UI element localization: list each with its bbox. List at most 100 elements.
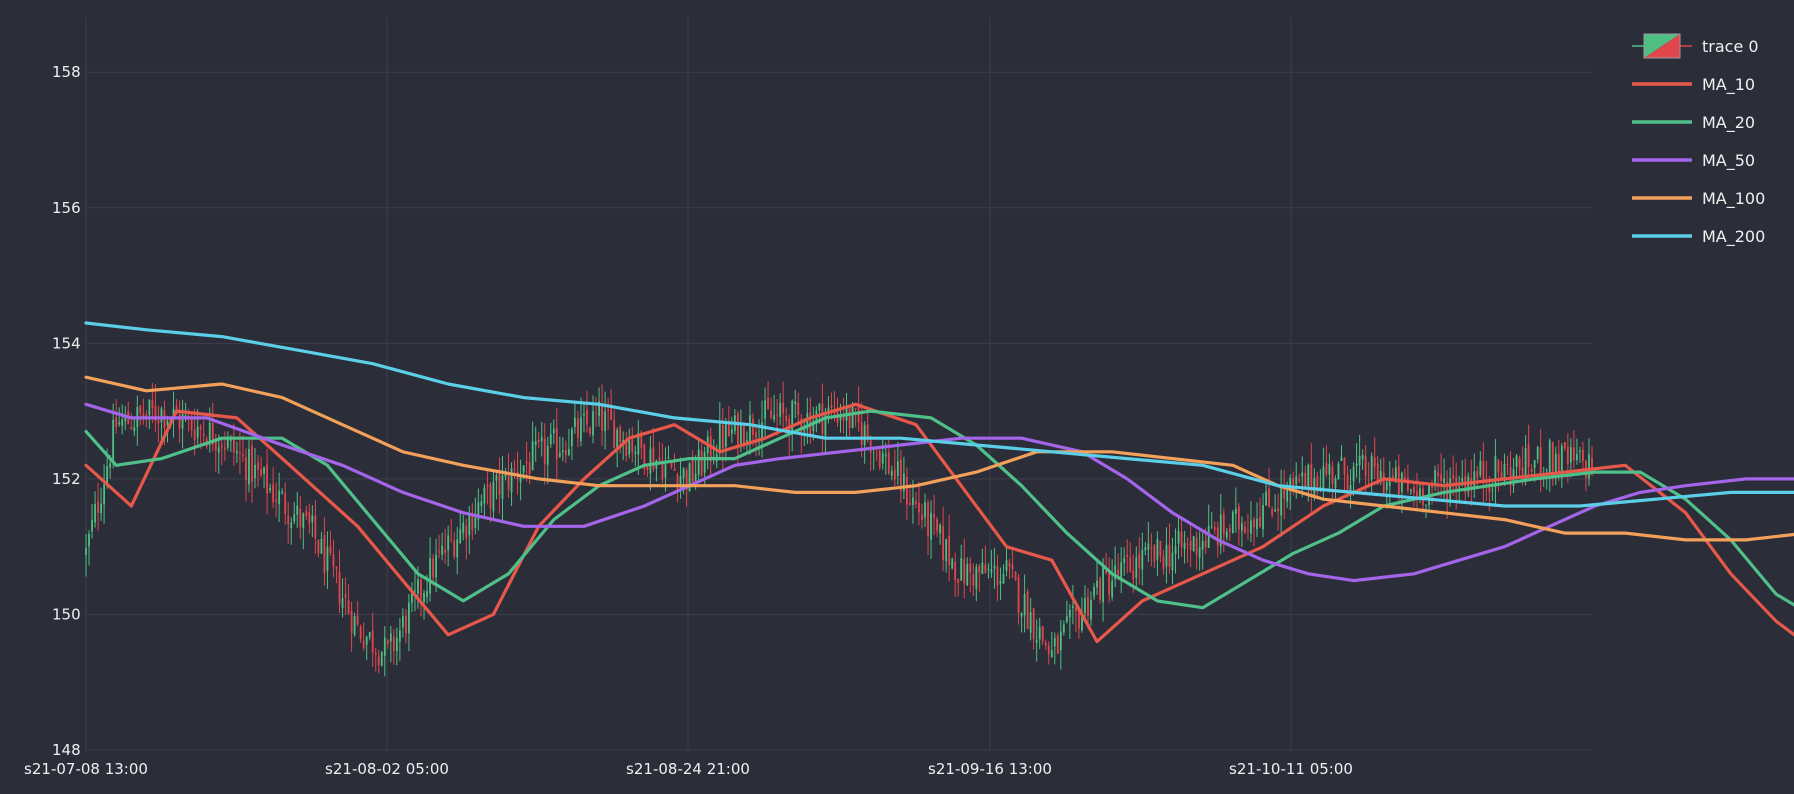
candle-body [978, 566, 980, 573]
candle-body [511, 468, 513, 492]
candle-body [1507, 464, 1509, 465]
candle-body [737, 413, 739, 447]
candle-body [1163, 556, 1165, 569]
candle-body [692, 460, 694, 482]
candle-body [423, 593, 425, 602]
candle-body [722, 425, 724, 448]
candle-body [610, 409, 612, 421]
candle-body [1362, 455, 1364, 459]
candle-body [233, 439, 235, 452]
candle-body [818, 404, 820, 411]
candle-body [1096, 581, 1098, 587]
candle-body [1549, 440, 1551, 473]
candle [879, 449, 881, 470]
candle-body [1498, 460, 1500, 473]
candle-body [997, 566, 999, 585]
y-tick-label: 150 [52, 605, 81, 623]
candle-body [1582, 450, 1584, 461]
candle-body [698, 450, 700, 475]
candle-body [550, 434, 552, 444]
candle-body [725, 423, 727, 447]
candle-body [1558, 454, 1560, 472]
candle-body [885, 455, 887, 457]
candle-body [1570, 447, 1572, 462]
candle-body [372, 631, 374, 653]
candle-body [493, 482, 495, 512]
candle-body [1232, 512, 1234, 533]
candle-body [91, 520, 93, 531]
candle-body [224, 447, 226, 449]
candle-body [945, 539, 947, 561]
candle-body [1476, 471, 1478, 478]
candle [1027, 588, 1029, 629]
candle-body [1277, 508, 1279, 512]
candle-body [1479, 461, 1481, 476]
candle-body [130, 427, 132, 429]
candle-body [236, 451, 238, 453]
candle-body [197, 427, 199, 438]
candle-body [1147, 543, 1149, 549]
candle-body [906, 477, 908, 505]
candle-body [969, 564, 971, 573]
candle-body [529, 462, 531, 474]
candle-body [1253, 519, 1255, 527]
candle-body [764, 400, 766, 418]
candle-body [1404, 477, 1406, 480]
candle-body [1051, 650, 1053, 657]
candle-body [387, 640, 389, 644]
candle-body [456, 539, 458, 557]
candle-body [139, 405, 141, 413]
candle-body [218, 447, 220, 453]
candle-body [535, 441, 537, 445]
candle-body [1256, 519, 1258, 529]
candle-body [468, 515, 470, 535]
candle-body [879, 451, 881, 468]
candle-body [321, 539, 323, 554]
candle-body [634, 452, 636, 454]
candle-body [870, 441, 872, 453]
candle-body [245, 457, 247, 481]
candle-body [1003, 574, 1005, 583]
candle-body [1190, 541, 1192, 550]
candle-body [1175, 546, 1177, 553]
candle-body [390, 634, 392, 642]
candle-body [894, 470, 896, 480]
candle-body [1268, 488, 1270, 506]
candle-body [239, 453, 241, 454]
candle-body [927, 503, 929, 536]
candle-body [743, 426, 745, 445]
candle-body [251, 446, 253, 482]
candle-body [1244, 527, 1246, 533]
candle-body [547, 446, 549, 464]
candle [381, 651, 383, 667]
candle-body [1129, 557, 1131, 572]
candle-body [565, 450, 567, 455]
candle [1232, 510, 1234, 533]
candle-body [1090, 600, 1092, 619]
candle-body [1205, 540, 1207, 547]
candle-body [375, 653, 377, 655]
candle-body [942, 526, 944, 560]
candle-body [1033, 608, 1035, 639]
candle-body [408, 603, 410, 634]
candle-body [1027, 592, 1029, 629]
candle-body [354, 616, 356, 635]
candle-body [1368, 480, 1370, 481]
candle-body [1259, 517, 1261, 527]
candle-body [290, 523, 292, 528]
candle-body [1024, 594, 1026, 615]
candle-body [499, 472, 501, 495]
candle-body [1087, 597, 1089, 616]
candle-body [1347, 475, 1349, 490]
candle-body [1329, 464, 1331, 475]
candle-body [936, 519, 938, 531]
candle-body [1534, 460, 1536, 468]
candle-body [954, 562, 956, 581]
candle-body [1407, 478, 1409, 490]
candle-body [791, 401, 793, 434]
candle-body [381, 653, 383, 666]
candle-body [668, 457, 670, 459]
candle-body [1341, 457, 1343, 461]
candle-body [773, 415, 775, 419]
candle-body [200, 427, 202, 430]
